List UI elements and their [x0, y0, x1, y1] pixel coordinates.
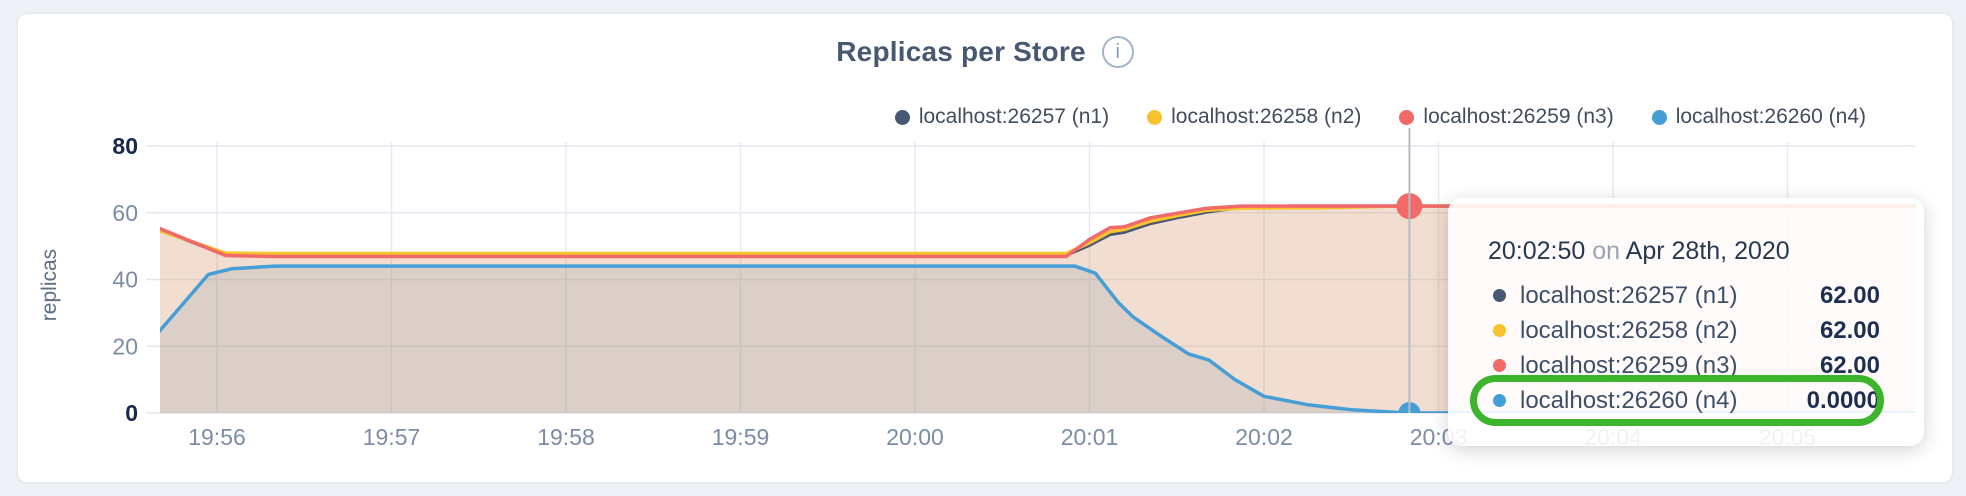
tooltip-row-n1: localhost:26257 (n1) 62.00 — [1488, 278, 1880, 313]
x-axis-tick-label: 20:01 — [1061, 424, 1119, 450]
tooltip-row-label: localhost:26259 (n3) — [1520, 351, 1738, 379]
x-axis-tick-label: 19:56 — [188, 424, 246, 450]
chart-header: Replicas per Store i — [18, 36, 1952, 68]
info-icon[interactable]: i — [1101, 36, 1134, 68]
tooltip-row-label: localhost:26258 (n2) — [1520, 316, 1738, 344]
legend: localhost:26257 (n1) localhost:26258 (n2… — [894, 102, 1866, 132]
series-line-n4[interactable] — [159, 264, 1916, 413]
x-axis-tick-label: 20:02 — [1235, 424, 1293, 450]
series-line-n3[interactable] — [159, 204, 1916, 259]
page-title: Replicas per Store — [836, 36, 1086, 67]
series-dot-icon — [1493, 289, 1506, 302]
area-fill-under-n4 — [160, 266, 1916, 413]
series-dot-icon — [1147, 109, 1163, 125]
y-axis-label: replicas — [38, 249, 61, 321]
y-axis-tick-label: 40 — [112, 267, 138, 293]
legend-item-n2[interactable]: localhost:26258 (n2) — [1147, 105, 1361, 129]
series-dot-icon — [1493, 324, 1506, 337]
tooltip-timestamp: 20:02:50 on Apr 28th, 2020 — [1488, 236, 1880, 266]
hover-tooltip: 20:02:50 on Apr 28th, 2020 localhost:262… — [1448, 198, 1924, 446]
tooltip-row-value: 62.00 — [1819, 316, 1880, 344]
tooltip-row-label: localhost:26257 (n1) — [1520, 281, 1738, 309]
tooltip-rows: localhost:26257 (n1) 62.00 localhost:262… — [1488, 278, 1880, 418]
x-axis-tick-label: 19:59 — [712, 424, 770, 450]
y-axis-tick-label: 80 — [112, 133, 138, 159]
tooltip-row-value: 62.00 — [1819, 351, 1880, 379]
tooltip-row-n4: localhost:26260 (n4) 0.0000 — [1488, 383, 1880, 418]
series-dot-icon — [1493, 394, 1506, 407]
series-dot-icon — [894, 109, 910, 125]
x-axis-tick-label: 19:57 — [363, 424, 421, 450]
legend-label: localhost:26260 (n4) — [1675, 105, 1866, 128]
tooltip-time: 20:02:50 — [1488, 237, 1586, 265]
tooltip-row-n3: localhost:26259 (n3) 62.00 — [1488, 348, 1880, 383]
series-dot-icon — [1399, 109, 1415, 125]
tooltip-row-value: 62.00 — [1819, 281, 1880, 309]
series-dot-icon — [1651, 109, 1667, 125]
legend-label: localhost:26259 (n3) — [1423, 105, 1614, 128]
tooltip-separator: on — [1592, 237, 1621, 265]
legend-item-n3[interactable]: localhost:26259 (n3) — [1399, 105, 1614, 129]
tooltip-row-n2: localhost:26258 (n2) 62.00 — [1488, 313, 1880, 348]
series-dot-icon — [1493, 359, 1506, 372]
x-axis-tick-label: 20:00 — [886, 424, 944, 450]
legend-label: localhost:26258 (n2) — [1171, 105, 1362, 128]
x-axis-tick-label: 19:58 — [537, 424, 595, 450]
tooltip-row-label: localhost:26260 (n4) — [1520, 386, 1738, 414]
y-axis-tick-label: 20 — [112, 333, 138, 359]
legend-item-n1[interactable]: localhost:26257 (n1) — [894, 105, 1110, 129]
tooltip-date: Apr 28th, 2020 — [1625, 237, 1790, 265]
legend-item-n4[interactable]: localhost:26260 (n4) — [1651, 105, 1866, 129]
tooltip-row-value: 0.0000 — [1806, 386, 1880, 414]
y-axis-tick-label: 60 — [112, 200, 138, 226]
y-axis-tick-label: 0 — [125, 400, 138, 426]
legend-label: localhost:26257 (n1) — [918, 105, 1110, 128]
